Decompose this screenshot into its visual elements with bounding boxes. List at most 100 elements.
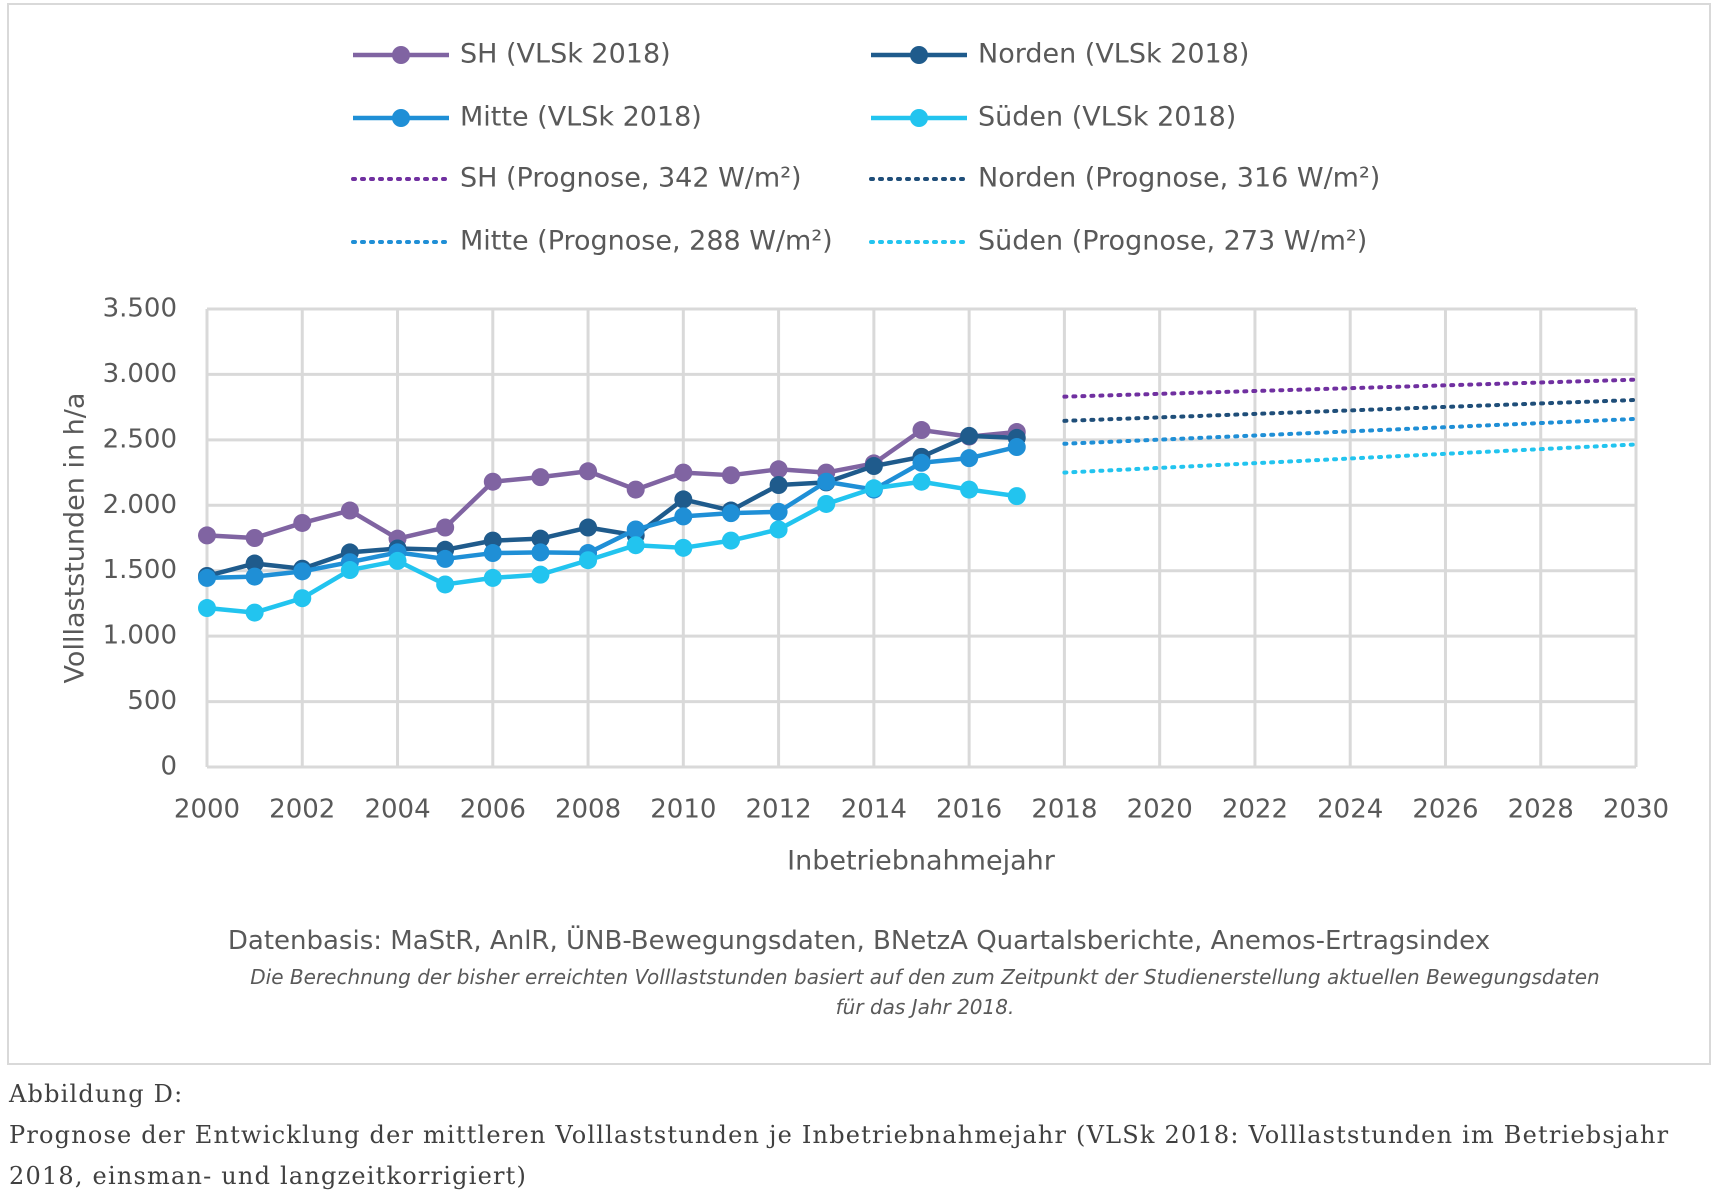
data-point xyxy=(674,538,693,557)
data-point xyxy=(817,494,836,513)
x-tick-label: 2020 xyxy=(1127,795,1193,825)
data-point xyxy=(769,476,788,495)
data-point xyxy=(674,490,693,509)
x-tick-label: 2024 xyxy=(1317,795,1383,825)
data-point xyxy=(912,472,931,491)
x-tick-label: 2018 xyxy=(1031,795,1097,825)
data-point xyxy=(245,603,264,622)
x-tick-label: 2002 xyxy=(269,795,335,825)
legend-marker xyxy=(910,109,928,127)
x-tick-label: 2004 xyxy=(364,795,430,825)
data-point xyxy=(293,589,312,608)
data-point xyxy=(483,568,502,587)
x-tick-label: 2006 xyxy=(460,795,526,825)
source: Datenbasis: MaStR, AnlR, ÜNB-Bewegungsda… xyxy=(227,926,1491,956)
legend-label: SH (Prognose, 342 W/m²) xyxy=(460,163,802,194)
data-point xyxy=(245,529,264,547)
data-point xyxy=(388,551,407,570)
data-point xyxy=(436,575,455,594)
series-line xyxy=(1062,377,1638,399)
legend-label: Süden (Prognose, 273 W/m²) xyxy=(978,226,1367,257)
legend-label: Mitte (VLSk 2018) xyxy=(460,102,702,133)
x-tick-label: 2010 xyxy=(650,795,716,825)
data-point xyxy=(769,520,788,539)
data-point xyxy=(817,472,836,491)
series-line xyxy=(1062,442,1638,475)
y-tick-label: 3.000 xyxy=(103,359,177,389)
x-tick-label: 2022 xyxy=(1222,795,1288,825)
data-point xyxy=(1007,487,1026,506)
data-point xyxy=(960,426,979,445)
data-point xyxy=(626,536,645,555)
y-tick-label: 2.500 xyxy=(103,424,177,454)
series-line xyxy=(1062,397,1638,423)
data-point xyxy=(245,567,264,586)
legend-marker xyxy=(392,46,410,64)
data-point xyxy=(721,504,740,523)
y-tick-label: 0 xyxy=(160,752,177,782)
data-point xyxy=(912,453,931,472)
x-tick-label: 2026 xyxy=(1412,795,1478,825)
data-point xyxy=(293,513,312,532)
data-point xyxy=(531,468,550,487)
data-point xyxy=(626,480,645,499)
series-line xyxy=(206,479,1018,615)
x-tick-label: 2016 xyxy=(936,795,1002,825)
data-point xyxy=(579,551,598,570)
data-point xyxy=(293,562,312,581)
y-tick-label: 500 xyxy=(127,686,177,716)
data-point xyxy=(436,518,455,537)
data-point xyxy=(960,449,979,468)
y-tick-label: 1.000 xyxy=(103,621,177,651)
data-point xyxy=(721,466,740,485)
data-point xyxy=(1007,438,1026,457)
x-tick-label: 2030 xyxy=(1603,795,1669,825)
y-tick-label: 2.000 xyxy=(103,490,177,520)
data-point xyxy=(245,554,264,573)
x-axis-label: Inbetriebnahmejahr xyxy=(787,846,1056,877)
data-point xyxy=(531,543,550,562)
data-point xyxy=(483,531,502,550)
data-point xyxy=(960,480,979,499)
y-tick-label: 3.500 xyxy=(103,294,177,324)
caption-label: Abbildung D: xyxy=(9,1080,184,1108)
x-tick-label: 2008 xyxy=(555,795,621,825)
chart-frame xyxy=(7,3,1711,1065)
data-point xyxy=(721,531,740,550)
legend-label: Süden (VLSk 2018) xyxy=(978,102,1236,133)
data-point xyxy=(436,549,455,568)
legend-label: Norden (VLSk 2018) xyxy=(978,39,1249,70)
x-tick-label: 2028 xyxy=(1508,795,1574,825)
data-point xyxy=(579,518,598,537)
data-point xyxy=(483,544,502,563)
data-point xyxy=(531,565,550,584)
y-tick-label: 1.500 xyxy=(103,555,177,585)
y-axis-label: Volllaststunden in h/a xyxy=(60,393,91,684)
data-point xyxy=(340,501,359,520)
data-point xyxy=(864,479,883,498)
data-point xyxy=(198,568,216,587)
legend-marker xyxy=(392,109,410,127)
legend-label: Mitte (Prognose, 288 W/m²) xyxy=(460,226,833,257)
data-point xyxy=(769,502,788,521)
data-point xyxy=(579,462,598,481)
data-point xyxy=(769,460,788,479)
data-point xyxy=(674,463,693,482)
data-point xyxy=(340,561,359,580)
x-tick-label: 2014 xyxy=(841,795,907,825)
series-line xyxy=(1062,416,1638,446)
data-point xyxy=(198,526,216,545)
data-point xyxy=(483,472,502,491)
legend-label: SH (VLSk 2018) xyxy=(460,39,671,70)
legend-label: Norden (Prognose, 316 W/m²) xyxy=(978,163,1380,194)
caption-text: Prognose der Entwicklung der mittleren V… xyxy=(9,1121,1670,1190)
data-point xyxy=(531,529,550,548)
x-tick-label: 2000 xyxy=(174,795,240,825)
note: Die Berechnung der bisher erreichten Vol… xyxy=(250,965,1600,1019)
data-point xyxy=(198,599,216,618)
legend-marker xyxy=(910,46,928,64)
data-point xyxy=(674,507,693,526)
x-tick-label: 2012 xyxy=(746,795,812,825)
